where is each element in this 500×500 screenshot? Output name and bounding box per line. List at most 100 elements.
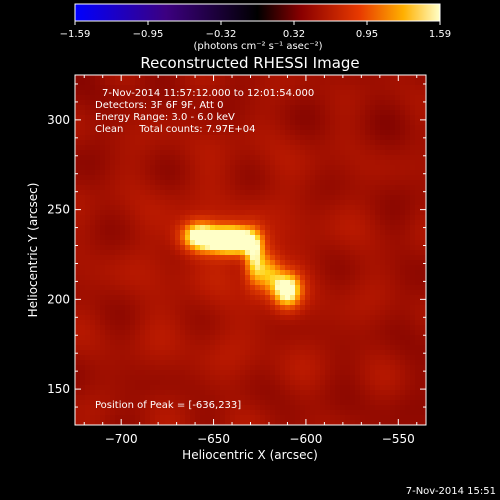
heatmap-cell bbox=[330, 310, 336, 316]
heatmap-cell bbox=[340, 155, 346, 161]
heatmap-cell bbox=[245, 395, 251, 401]
heatmap-cell bbox=[165, 300, 171, 306]
heatmap-cell bbox=[410, 370, 416, 376]
heatmap-cell bbox=[390, 190, 396, 196]
heatmap-cell bbox=[265, 405, 271, 411]
heatmap-cell bbox=[230, 140, 236, 146]
heatmap-cell bbox=[85, 175, 91, 181]
heatmap-cell bbox=[405, 415, 411, 421]
heatmap-cell bbox=[155, 280, 161, 286]
heatmap-cell bbox=[285, 175, 291, 181]
heatmap-cell bbox=[380, 75, 386, 81]
heatmap-cell bbox=[150, 220, 156, 226]
heatmap-cell bbox=[215, 220, 221, 226]
heatmap-cell bbox=[320, 190, 326, 196]
heatmap-cell bbox=[255, 310, 261, 316]
heatmap-cell bbox=[215, 360, 221, 366]
heatmap-cell bbox=[190, 215, 196, 221]
heatmap-cell bbox=[165, 305, 171, 311]
heatmap-cell bbox=[380, 320, 386, 326]
heatmap-cell bbox=[235, 205, 241, 211]
heatmap-cell bbox=[110, 275, 116, 281]
heatmap-cell bbox=[105, 240, 111, 246]
heatmap-cell bbox=[200, 330, 206, 336]
heatmap-cell bbox=[400, 235, 406, 241]
heatmap-cell bbox=[250, 285, 256, 291]
heatmap-cell bbox=[310, 150, 316, 156]
heatmap-cell bbox=[410, 415, 416, 421]
heatmap-cell bbox=[225, 320, 231, 326]
heatmap-cell bbox=[230, 415, 236, 421]
heatmap-cell bbox=[220, 280, 226, 286]
heatmap-cell bbox=[165, 295, 171, 301]
heatmap-cell bbox=[135, 220, 141, 226]
heatmap-cell bbox=[350, 110, 356, 116]
heatmap-cell bbox=[160, 355, 166, 361]
heatmap-cell bbox=[380, 240, 386, 246]
heatmap-cell bbox=[360, 305, 366, 311]
heatmap-cell bbox=[385, 410, 391, 416]
heatmap-cell bbox=[190, 410, 196, 416]
heatmap-cell bbox=[220, 225, 226, 231]
heatmap-cell bbox=[200, 185, 206, 191]
heatmap-cell bbox=[300, 180, 306, 186]
heatmap-cell bbox=[120, 215, 126, 221]
heatmap-cell bbox=[155, 285, 161, 291]
heatmap-cell bbox=[135, 140, 141, 146]
heatmap-cell bbox=[285, 100, 291, 106]
heatmap-cell bbox=[125, 200, 131, 206]
heatmap-cell bbox=[265, 310, 271, 316]
heatmap-cell bbox=[215, 310, 221, 316]
heatmap-cell bbox=[280, 420, 286, 426]
heatmap-cell bbox=[170, 370, 176, 376]
heatmap-cell bbox=[330, 330, 336, 336]
heatmap-cell bbox=[210, 350, 216, 356]
heatmap-cell bbox=[375, 120, 381, 126]
heatmap-cell bbox=[135, 385, 141, 391]
heatmap-cell bbox=[420, 220, 426, 226]
heatmap-cell bbox=[165, 345, 171, 351]
heatmap-cell bbox=[370, 200, 376, 206]
heatmap-cell bbox=[350, 245, 356, 251]
heatmap-cell bbox=[135, 210, 141, 216]
heatmap-cell bbox=[345, 330, 351, 336]
heatmap-cell bbox=[420, 115, 426, 121]
heatmap-cell bbox=[190, 420, 196, 426]
heatmap-cell bbox=[150, 150, 156, 156]
heatmap-cell bbox=[85, 340, 91, 346]
heatmap-cell bbox=[80, 415, 86, 421]
heatmap-cell bbox=[245, 205, 251, 211]
heatmap-cell bbox=[210, 110, 216, 116]
heatmap-cell bbox=[135, 275, 141, 281]
heatmap-cell bbox=[260, 420, 266, 426]
heatmap-cell bbox=[305, 95, 311, 101]
heatmap-cell bbox=[395, 260, 401, 266]
heatmap-cell bbox=[245, 285, 251, 291]
heatmap-cell bbox=[395, 185, 401, 191]
heatmap-cell bbox=[395, 325, 401, 331]
heatmap-cell bbox=[395, 235, 401, 241]
heatmap-cell bbox=[145, 245, 151, 251]
heatmap-cell bbox=[135, 130, 141, 136]
heatmap-cell bbox=[265, 160, 271, 166]
heatmap-cell bbox=[110, 420, 116, 426]
heatmap-cell bbox=[170, 320, 176, 326]
heatmap-cell bbox=[150, 350, 156, 356]
heatmap-cell bbox=[300, 390, 306, 396]
heatmap-cell bbox=[405, 290, 411, 296]
heatmap-cell bbox=[200, 390, 206, 396]
heatmap-cell bbox=[335, 75, 341, 81]
heatmap-cell bbox=[110, 190, 116, 196]
heatmap-cell bbox=[330, 235, 336, 241]
heatmap-cell bbox=[180, 410, 186, 416]
heatmap-cell bbox=[130, 175, 136, 181]
heatmap-cell bbox=[275, 420, 281, 426]
heatmap-cell bbox=[290, 420, 296, 426]
heatmap-cell bbox=[210, 260, 216, 266]
heatmap-cell bbox=[260, 195, 266, 201]
heatmap-cell bbox=[170, 355, 176, 361]
heatmap-cell bbox=[75, 295, 81, 301]
heatmap-cell bbox=[310, 95, 316, 101]
heatmap-cell bbox=[320, 340, 326, 346]
heatmap-cell bbox=[120, 380, 126, 386]
